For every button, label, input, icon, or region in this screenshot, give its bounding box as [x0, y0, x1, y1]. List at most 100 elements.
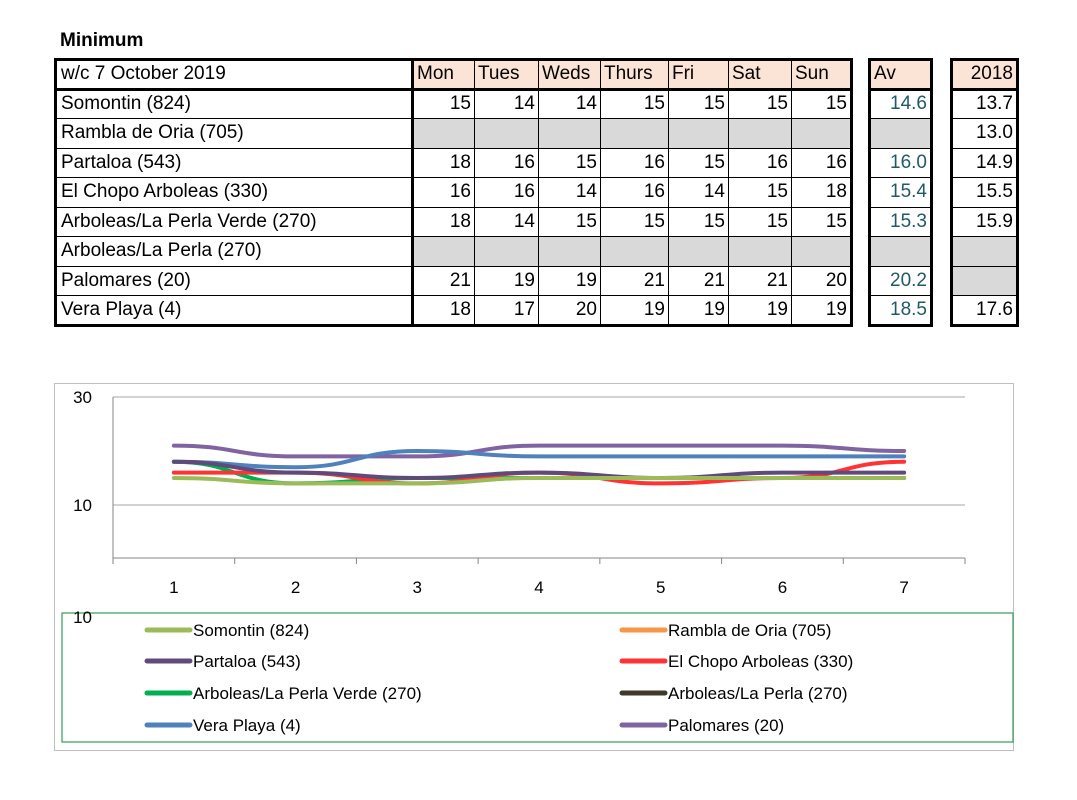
chart-area: [54, 383, 1014, 751]
series-line: [171, 448, 907, 470]
legend-label: Somontin (824): [193, 621, 309, 640]
y-tick-label: 30: [73, 388, 92, 407]
temperature-cell: 16: [600, 147, 669, 178]
table-row: Somontin (824) 15 14 14 15 15 15 15: [55, 88, 852, 119]
previous-year-cell: 14.9: [951, 147, 1018, 178]
legend-label: Arboleas/La Perla Verde (270): [193, 684, 422, 703]
legend-box: [61, 612, 1014, 743]
temperature-cell: 15: [728, 177, 792, 208]
previous-year-cell: [951, 236, 1018, 267]
temperature-cell: [668, 236, 729, 267]
temperature-cell: 14: [474, 88, 539, 119]
day-header: Thurs: [600, 59, 669, 91]
section-heading: Minimum: [60, 30, 144, 51]
temperature-cell: 16: [791, 147, 852, 178]
temperature-cell: [728, 236, 792, 267]
average-header: Av: [869, 59, 932, 91]
legend-label: Rambla de Oria (705): [668, 621, 831, 640]
x-tick-label: 1: [169, 578, 178, 597]
station-name: El Chopo Arboleas (330): [55, 177, 413, 208]
station-name: Vera Playa (4): [55, 295, 413, 326]
temperature-cell: 18: [411, 295, 475, 326]
x-tick-label: 2: [291, 578, 300, 597]
station-name: Rambla de Oria (705): [55, 118, 413, 149]
series-line: [171, 475, 907, 486]
table-row: [951, 236, 1018, 267]
x-tick-label: 3: [413, 578, 422, 597]
previous-year-cell: [951, 265, 1018, 296]
temperature-cell: [411, 118, 475, 149]
previous-year-cell: 13.7: [951, 88, 1018, 119]
temperature-cell: 15: [668, 88, 729, 119]
legend-label: Vera Playa (4): [193, 716, 301, 735]
series-line: [171, 459, 907, 481]
temperature-cell: [600, 118, 669, 149]
table-header-row: w/c 7 October 2019 Mon Tues Weds Thurs Fri Sat…: [55, 59, 852, 91]
table-row: 15.3: [869, 206, 932, 237]
temperature-cell: [538, 118, 601, 149]
temperature-cell: 18: [791, 177, 852, 208]
x-tick-label: 6: [778, 578, 787, 597]
temperature-cell: 19: [728, 295, 792, 326]
temperature-cell: [474, 236, 539, 267]
table-row: Rambla de Oria (705): [55, 118, 852, 149]
x-tick-label: 5: [656, 578, 665, 597]
table-row: 18.5: [869, 295, 932, 326]
temperature-cell: 14: [538, 88, 601, 119]
table-row: [951, 265, 1018, 296]
legend-label: El Chopo Arboleas (330): [668, 652, 853, 671]
temperature-cell: [728, 118, 792, 149]
temperature-cell: 21: [411, 265, 475, 296]
table-row: Partaloa (543) 18 16 15 16 15 16 16: [55, 147, 852, 178]
temperature-cell: [791, 236, 852, 267]
temperature-cell: 19: [791, 295, 852, 326]
temperature-cell: 15: [791, 88, 852, 119]
temperature-cell: 14: [538, 177, 601, 208]
temperature-cell: 19: [538, 265, 601, 296]
table-row: 14.6: [869, 88, 932, 119]
average-table: Av 14.6 16.0 15.4 15.3 20.2 18.5: [868, 58, 933, 327]
table-row: 14.9: [951, 147, 1018, 178]
day-header: Sat: [728, 59, 792, 91]
x-tick-label: 4: [534, 578, 543, 597]
table-row: Vera Playa (4) 18 17 20 19 19 19 19: [55, 295, 852, 326]
temperature-cell: 14: [474, 206, 539, 237]
table-row: Arboleas/La Perla Verde (270) 18 14 15 15 15 1…: [55, 206, 852, 237]
temperature-cell: 15: [728, 88, 792, 119]
temperature-cell: [411, 236, 475, 267]
table-row: 13.7: [951, 88, 1018, 119]
day-header: Tues: [474, 59, 539, 91]
temperature-cell: 16: [474, 177, 539, 208]
previous-year-cell: 15.5: [951, 177, 1018, 208]
station-name: Arboleas/La Perla Verde (270): [55, 206, 413, 237]
temperature-cell: 20: [538, 295, 601, 326]
table-row: 17.6: [951, 295, 1018, 326]
table-row: El Chopo Arboleas (330) 16 16 14 16 14 15 18: [55, 177, 852, 208]
legend-label: Palomares (20): [668, 716, 784, 735]
legend-label: Arboleas/La Perla (270): [668, 684, 848, 703]
temperature-cell: 20: [791, 265, 852, 296]
table-row: 15.4: [869, 177, 932, 208]
week-label: w/c 7 October 2019: [55, 59, 413, 91]
day-header: Sun: [791, 59, 852, 91]
temperature-cell: [474, 118, 539, 149]
temperature-cell: 15: [411, 88, 475, 119]
temperature-cell: [791, 118, 852, 149]
table-row: 13.0: [951, 118, 1018, 149]
table-row: 15.9: [951, 206, 1018, 237]
day-header: Fri: [668, 59, 729, 91]
previous-year-cell: 13.0: [951, 118, 1018, 149]
previous-year-table: 2018 13.7 13.0 14.9 15.5 15.9 17.6: [950, 58, 1019, 327]
temperature-cell: 19: [474, 265, 539, 296]
legend-label: Partaloa (543): [193, 652, 301, 671]
average-cell: 15.4: [869, 177, 932, 208]
previous-year-cell: 17.6: [951, 295, 1018, 326]
average-cell: 18.5: [869, 295, 932, 326]
temperature-cell: 15: [668, 147, 729, 178]
temperature-cell: 21: [600, 265, 669, 296]
station-name: Somontin (824): [55, 88, 413, 119]
table-row: 20.2: [869, 265, 932, 296]
table-row: 15.5: [951, 177, 1018, 208]
average-cell: 15.3: [869, 206, 932, 237]
